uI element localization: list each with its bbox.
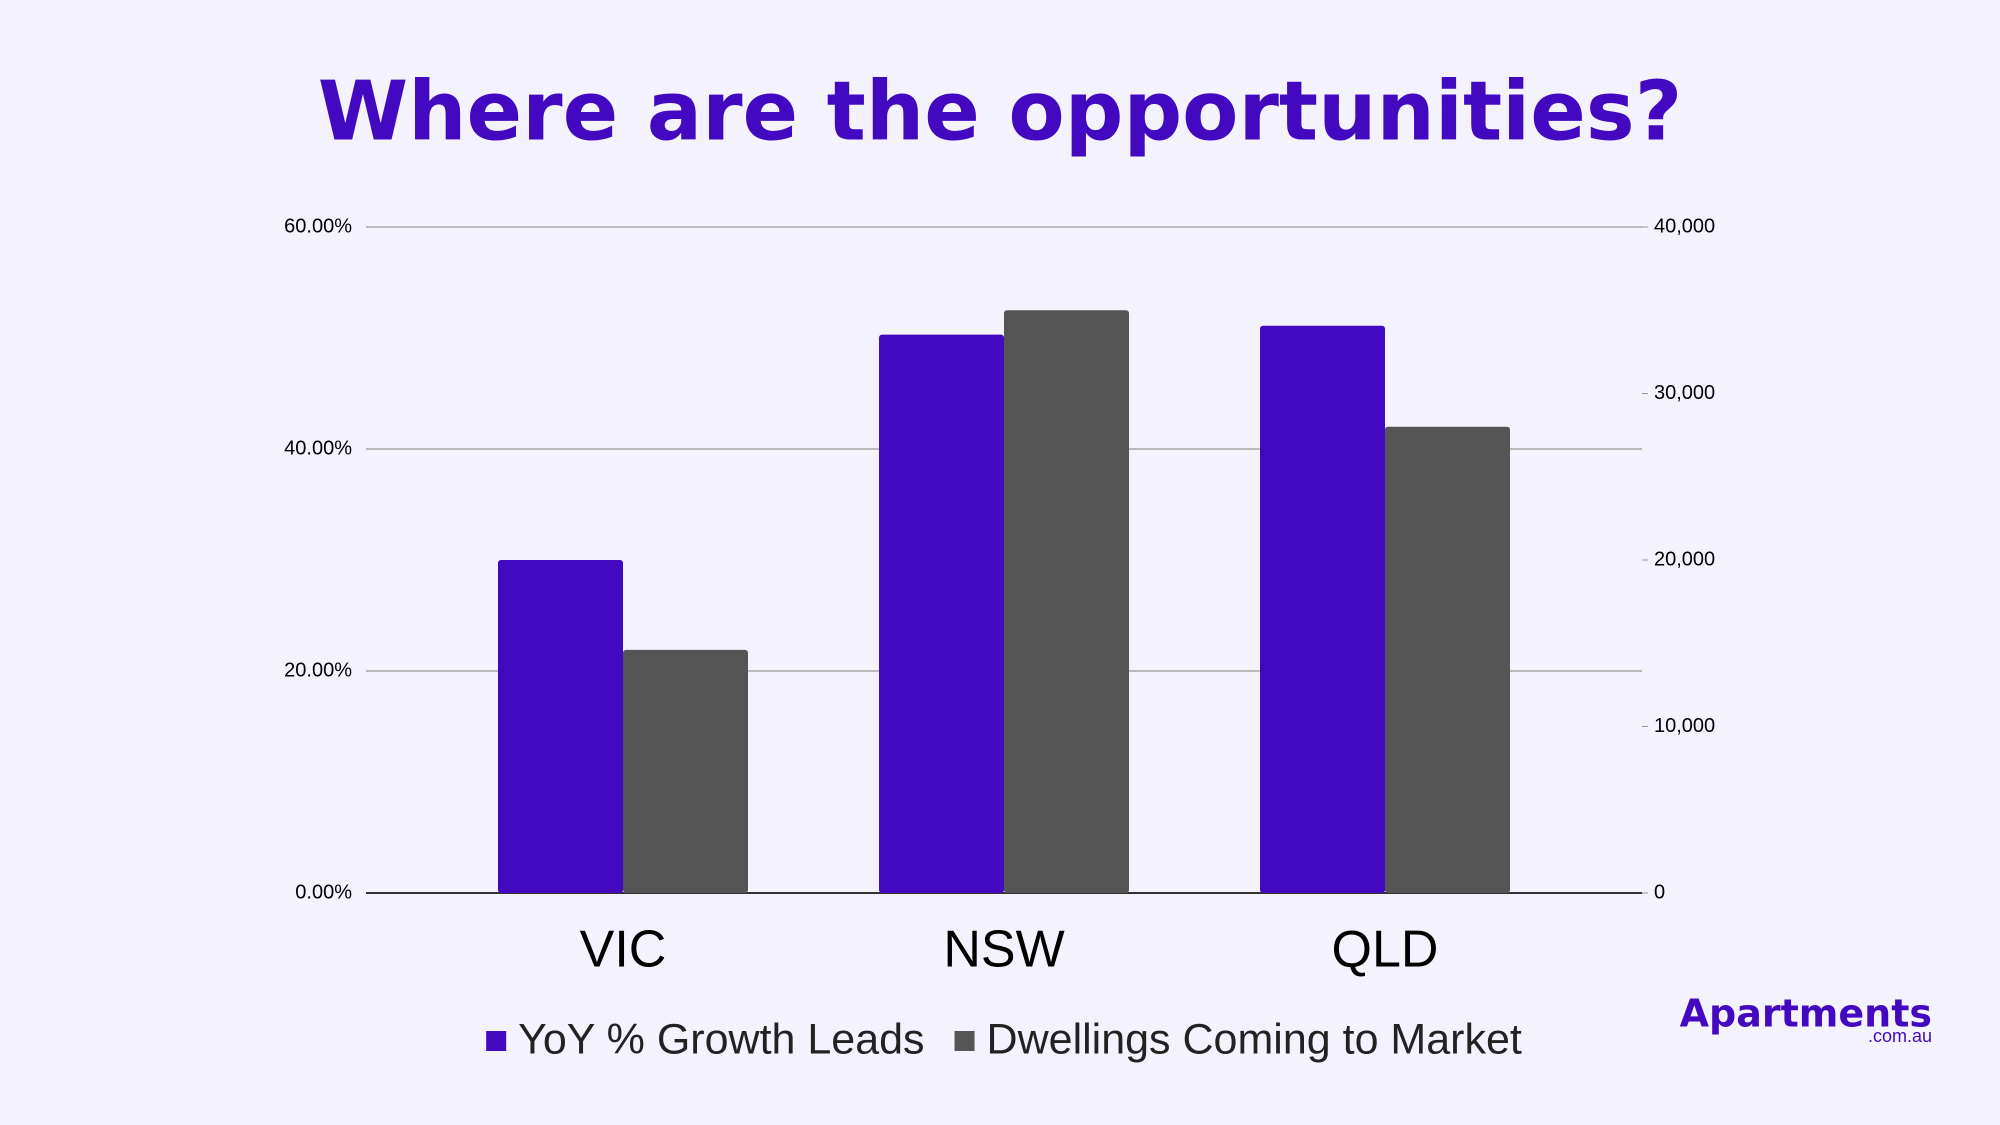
legend-swatch <box>954 1031 975 1051</box>
y2-tick-label: 10,000 <box>1654 715 1715 737</box>
legend-label: YoY % Growth Leads <box>518 1015 924 1063</box>
x-tick-label: NSW <box>943 921 1064 979</box>
y-tick-label: 60.00% <box>284 215 352 237</box>
x-tick-label: QLD <box>1332 921 1439 979</box>
bar <box>1385 426 1510 893</box>
bar <box>1260 325 1385 893</box>
bar <box>879 334 1004 893</box>
y2-tick-label: 40,000 <box>1654 215 1715 237</box>
legend-label: Dwellings Coming to Market <box>987 1015 1522 1063</box>
y-tick-label: 40.00% <box>284 437 352 459</box>
bar <box>498 560 623 893</box>
bar <box>1004 310 1129 893</box>
y-tick-label: 20.00% <box>284 659 352 681</box>
logo-suffix: .com.au <box>1868 1026 1932 1046</box>
legend-swatch <box>486 1031 507 1051</box>
bar <box>623 649 748 893</box>
y2-tick-label: 20,000 <box>1654 548 1715 570</box>
chart-title: Where are the opportunities? <box>318 64 1683 159</box>
logo-name: Apartments <box>1680 992 1932 1036</box>
x-tick-label: VIC <box>580 921 667 979</box>
y2-tick-label: 0 <box>1654 881 1665 903</box>
y-tick-label: 0.00% <box>295 881 352 903</box>
y2-tick-label: 30,000 <box>1654 382 1715 404</box>
